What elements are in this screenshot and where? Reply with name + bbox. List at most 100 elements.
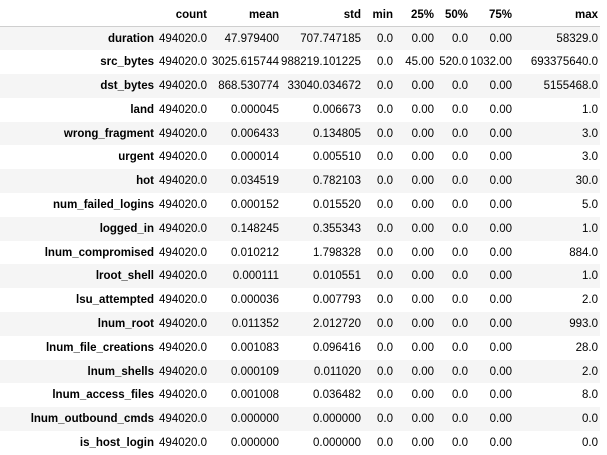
cell-min: 0.0 (377, 175, 393, 188)
table-row: wrong_fragment 494020.0 0.006433 0.134805 0.… (0, 121, 600, 146)
table-row: lnum_root 494020.0 0.011352 2.012720 0.0 0.00… (0, 312, 600, 336)
cell-mean: 0.000014 (231, 151, 279, 164)
cell-25-percent: 0.00 (411, 127, 434, 140)
cell-max: 993.0 (569, 317, 598, 330)
cell-25-percent: 0.00 (411, 222, 434, 235)
cell-75-percent: 0.00 (489, 365, 512, 378)
cell-75-percent: 0.00 (489, 103, 512, 116)
cell-count: 494020.0 (159, 246, 207, 259)
table-row: lsu_attempted 494020.0 0.000036 0.007793 0.0… (0, 288, 600, 313)
cell-max: 3.0 (582, 127, 598, 140)
cell-min: 0.0 (377, 317, 393, 330)
cell-mean: 0.011352 (231, 317, 279, 330)
cell-25-percent: 0.00 (411, 103, 434, 116)
cell-75-percent: 0.00 (489, 222, 512, 235)
header-max: max (514, 4, 600, 27)
cell-75-percent: 0.00 (489, 413, 512, 426)
cell-count: 494020.0 (159, 103, 207, 116)
cell-count: 494020.0 (159, 127, 207, 140)
cell-count: 494020.0 (159, 389, 207, 402)
header-75-percent: 75% (470, 4, 514, 27)
row-label: logged_in (99, 222, 154, 235)
cell-count: 494020.0 (159, 341, 207, 354)
cell-min: 0.0 (377, 32, 393, 45)
cell-max: 2.0 (582, 365, 598, 378)
cell-mean: 0.000036 (231, 294, 279, 307)
row-label: num_failed_logins (53, 198, 154, 211)
row-label: is_host_login (79, 436, 154, 449)
cell-min: 0.0 (377, 365, 393, 378)
cell-std: 2.012720 (313, 317, 361, 330)
row-label: src_bytes (100, 56, 154, 69)
table-row: lnum_shells 494020.0 0.000109 0.011020 0.0 0.… (0, 359, 600, 384)
cell-25-percent: 0.00 (411, 198, 434, 211)
cell-50-percent: 0.0 (452, 246, 468, 259)
cell-min: 0.0 (377, 389, 393, 402)
row-label: land (130, 103, 154, 116)
cell-50-percent: 0.0 (452, 222, 468, 235)
table-row: duration 494020.0 47.979400 707.747185 0.0 0.… (0, 26, 600, 51)
cell-count: 494020.0 (159, 222, 207, 235)
cell-count: 494020.0 (159, 175, 207, 188)
row-label: lnum_access_files (52, 389, 154, 402)
table-row: hot 494020.0 0.034519 0.782103 0.0 0.00 0.0 0.0… (0, 169, 600, 194)
table-row: src_bytes 494020.0 3025.615744 988219.10122… (0, 50, 600, 75)
cell-max: 1.0 (582, 270, 598, 283)
cell-75-percent: 0.00 (489, 79, 512, 92)
cell-std: 707.747185 (300, 32, 361, 45)
cell-50-percent: 0.0 (452, 341, 468, 354)
row-label: dst_bytes (100, 79, 154, 92)
cell-mean: 868.530774 (218, 79, 279, 92)
row-label: lnum_file_creations (45, 341, 154, 354)
cell-min: 0.0 (377, 127, 393, 140)
row-label: lsu_attempted (76, 294, 154, 307)
cell-std: 0.011020 (313, 365, 361, 378)
cell-max: 30.0 (575, 175, 598, 188)
cell-std: 988219.101225 (281, 56, 361, 69)
row-label: duration (108, 32, 154, 45)
cell-50-percent: 0.0 (452, 436, 468, 449)
cell-std: 0.000000 (313, 436, 361, 449)
cell-25-percent: 0.00 (411, 151, 434, 164)
cell-75-percent: 0.00 (489, 389, 512, 402)
cell-50-percent: 0.0 (452, 32, 468, 45)
cell-min: 0.0 (377, 341, 393, 354)
cell-std: 33040.034672 (287, 79, 361, 92)
cell-50-percent: 0.0 (452, 198, 468, 211)
cell-25-percent: 0.00 (411, 317, 434, 330)
cell-25-percent: 0.00 (411, 246, 434, 259)
cell-count: 494020.0 (159, 270, 207, 283)
cell-max: 2.0 (582, 294, 598, 307)
cell-std: 0.782103 (313, 175, 361, 188)
table-row: is_host_login 494020.0 0.000000 0.000000 0.0… (0, 431, 600, 455)
cell-25-percent: 0.00 (411, 79, 434, 92)
cell-75-percent: 0.00 (489, 341, 512, 354)
cell-50-percent: 0.0 (452, 294, 468, 307)
cell-25-percent: 0.00 (411, 389, 434, 402)
cell-mean: 47.979400 (224, 32, 279, 45)
row-label: hot (136, 175, 154, 188)
cell-mean: 0.000000 (231, 413, 279, 426)
cell-25-percent: 0.00 (411, 270, 434, 283)
header-mean: mean (209, 4, 281, 27)
table-row: logged_in 494020.0 0.148245 0.355343 0.0 0.00… (0, 216, 600, 241)
cell-75-percent: 0.00 (489, 246, 512, 259)
table-row: lroot_shell 494020.0 0.000111 0.010551 0.0 0.… (0, 264, 600, 289)
cell-std: 0.134805 (313, 127, 361, 140)
cell-std: 0.015520 (313, 198, 361, 211)
header-index-cell (0, 4, 158, 27)
cell-min: 0.0 (377, 103, 393, 116)
cell-std: 0.036482 (313, 389, 361, 402)
cell-std: 0.096416 (313, 341, 361, 354)
table-row: dst_bytes 494020.0 868.530774 33040.034672 0… (0, 74, 600, 98)
table-row: lnum_access_files 494020.0 0.001008 0.03648… (0, 383, 600, 408)
cell-max: 0.0 (582, 436, 598, 449)
cell-50-percent: 0.0 (452, 389, 468, 402)
cell-50-percent: 0.0 (452, 175, 468, 188)
cell-mean: 0.034519 (231, 175, 279, 188)
cell-25-percent: 0.00 (411, 365, 434, 378)
row-label: lnum_shells (87, 365, 154, 378)
header-50-percent: 50% (436, 4, 470, 27)
cell-count: 494020.0 (159, 413, 207, 426)
table-row: lnum_outbound_cmds 494020.0 0.000000 0.0000… (0, 407, 600, 432)
